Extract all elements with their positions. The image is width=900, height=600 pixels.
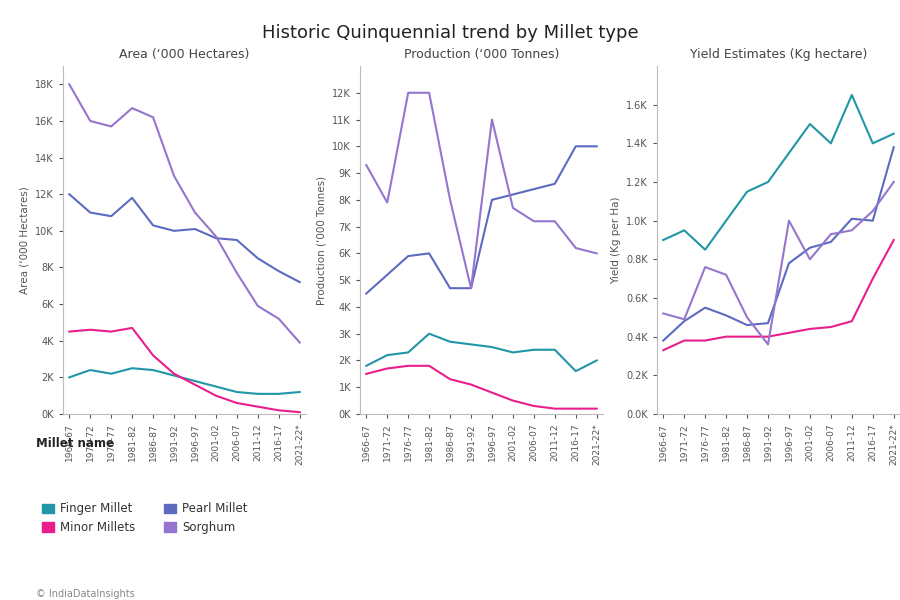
Text: © IndiaDataInsights: © IndiaDataInsights — [36, 589, 135, 599]
Y-axis label: Area (‘000 Hectares): Area (‘000 Hectares) — [20, 186, 30, 294]
Title: Area (‘000 Hectares): Area (‘000 Hectares) — [120, 47, 249, 61]
Text: Millet name: Millet name — [36, 437, 114, 450]
Title: Yield Estimates (Kg hectare): Yield Estimates (Kg hectare) — [689, 47, 868, 61]
Y-axis label: Yield (Kg per Ha): Yield (Kg per Ha) — [611, 196, 621, 284]
Legend: Finger Millet, Minor Millets, Pearl Millet, Sorghum: Finger Millet, Minor Millets, Pearl Mill… — [42, 502, 248, 534]
Text: Historic Quinquennial trend by Millet type: Historic Quinquennial trend by Millet ty… — [262, 24, 638, 42]
Title: Production (‘000 Tonnes): Production (‘000 Tonnes) — [404, 47, 559, 61]
Y-axis label: Production (‘000 Tonnes): Production (‘000 Tonnes) — [317, 175, 327, 305]
